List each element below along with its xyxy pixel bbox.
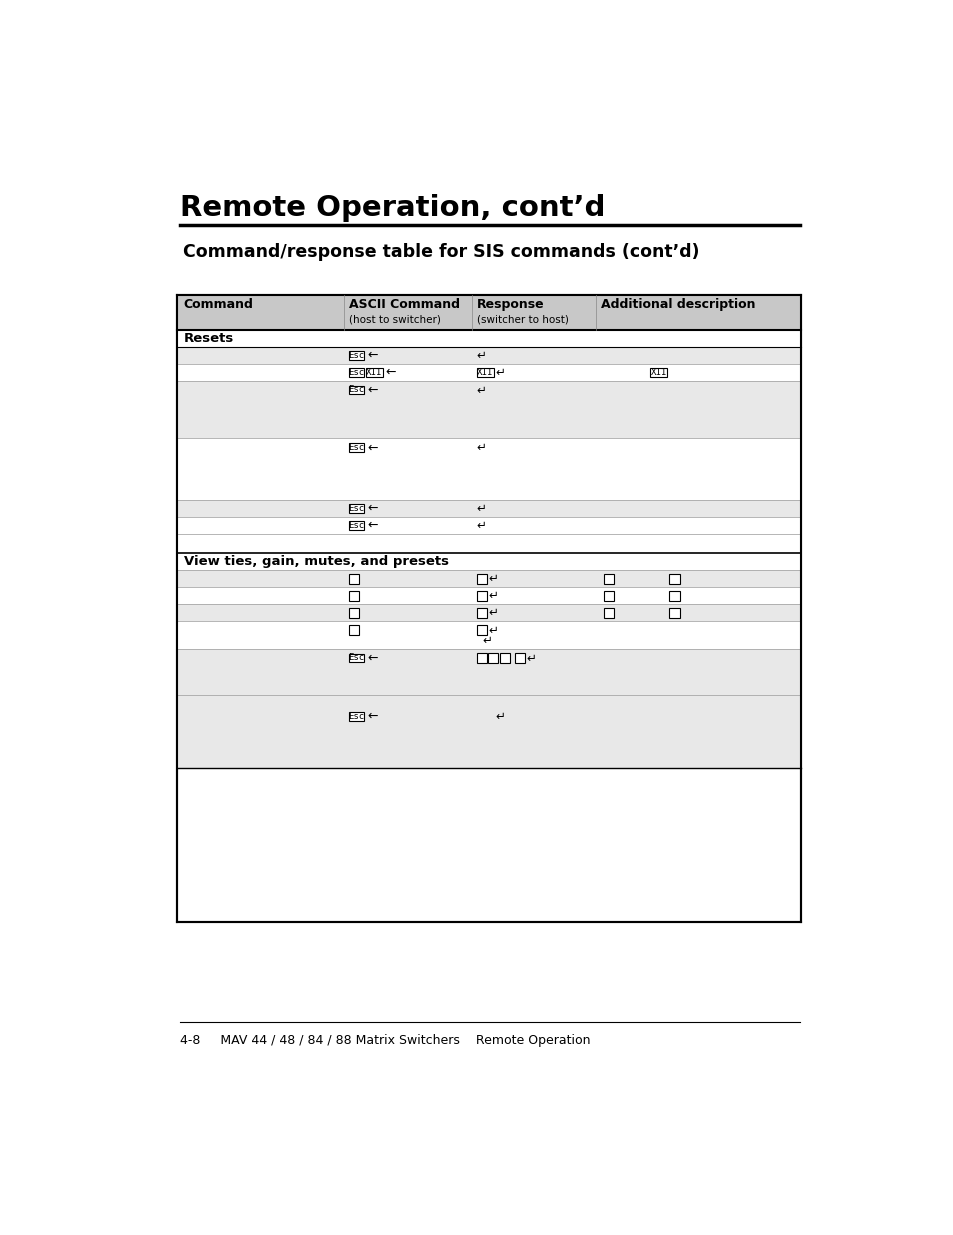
Text: ←: ←: [367, 503, 377, 515]
Text: ↵: ↵: [495, 366, 504, 379]
Bar: [177, 438, 801, 500]
Bar: [499, 653, 509, 663]
FancyBboxPatch shape: [348, 713, 364, 721]
Bar: [476, 590, 486, 600]
FancyBboxPatch shape: [348, 385, 364, 394]
FancyBboxPatch shape: [348, 368, 364, 377]
Text: Esc: Esc: [348, 711, 364, 721]
Text: ←: ←: [367, 348, 377, 362]
Bar: [177, 534, 801, 553]
Bar: [177, 553, 801, 571]
Bar: [476, 625, 486, 635]
Text: ↵: ↵: [476, 384, 486, 396]
Bar: [488, 653, 497, 663]
Bar: [515, 653, 525, 663]
Bar: [603, 573, 613, 584]
Text: X11: X11: [476, 368, 493, 377]
Bar: [669, 608, 679, 618]
Text: ASCII Command: ASCII Command: [348, 298, 459, 311]
Bar: [177, 648, 801, 695]
Bar: [177, 621, 801, 648]
Bar: [177, 294, 801, 330]
Bar: [476, 573, 486, 584]
Text: (host to switcher): (host to switcher): [348, 314, 440, 325]
Text: 4-8     MAV 44 / 48 / 84 / 88 Matrix Switchers    Remote Operation: 4-8 MAV 44 / 48 / 84 / 88 Matrix Switche…: [179, 1034, 590, 1047]
Text: Resets: Resets: [183, 332, 233, 345]
Text: Command/response table for SIS commands (cont’d): Command/response table for SIS commands …: [183, 243, 699, 261]
Text: Response: Response: [476, 298, 543, 311]
Bar: [177, 695, 801, 768]
Text: ↵: ↵: [488, 572, 497, 585]
Text: Esc: Esc: [348, 385, 364, 394]
Bar: [348, 590, 358, 600]
Bar: [177, 347, 801, 364]
Text: Esc: Esc: [348, 368, 364, 377]
Text: Esc: Esc: [348, 351, 364, 359]
Bar: [177, 330, 801, 347]
Text: Remote Operation, cont’d: Remote Operation, cont’d: [179, 194, 604, 222]
Text: ↵: ↵: [526, 651, 537, 664]
FancyBboxPatch shape: [348, 351, 364, 359]
FancyBboxPatch shape: [348, 504, 364, 513]
Text: ←: ←: [385, 366, 395, 379]
Text: ↵: ↵: [488, 606, 497, 619]
Bar: [177, 571, 801, 587]
Bar: [177, 294, 801, 923]
Text: Esc: Esc: [348, 521, 364, 530]
FancyBboxPatch shape: [348, 653, 364, 662]
Text: ↵: ↵: [476, 441, 486, 454]
Text: ↵: ↵: [488, 589, 497, 603]
Bar: [177, 500, 801, 517]
FancyBboxPatch shape: [476, 368, 493, 377]
Text: ←: ←: [367, 710, 377, 722]
Text: ←: ←: [367, 651, 377, 664]
Bar: [177, 517, 801, 534]
Bar: [177, 380, 801, 438]
Text: Esc: Esc: [348, 443, 364, 452]
Bar: [177, 587, 801, 604]
Text: ←: ←: [367, 384, 377, 396]
FancyBboxPatch shape: [649, 368, 666, 377]
Text: X11: X11: [650, 368, 666, 377]
Text: View ties, gain, mutes, and presets: View ties, gain, mutes, and presets: [183, 556, 448, 568]
Bar: [603, 590, 613, 600]
Text: ↵: ↵: [495, 710, 504, 722]
Text: ←: ←: [367, 441, 377, 454]
Text: ↵: ↵: [476, 503, 486, 515]
Bar: [348, 625, 358, 635]
Bar: [348, 573, 358, 584]
Bar: [669, 573, 679, 584]
Bar: [476, 608, 486, 618]
Text: (switcher to host): (switcher to host): [476, 314, 568, 325]
Text: ←: ←: [367, 519, 377, 532]
Text: ↵: ↵: [488, 624, 497, 637]
Text: ↵: ↵: [482, 634, 492, 647]
Text: ↵: ↵: [476, 348, 486, 362]
Bar: [177, 364, 801, 380]
FancyBboxPatch shape: [348, 521, 364, 530]
Bar: [177, 604, 801, 621]
Bar: [669, 590, 679, 600]
Text: Additional description: Additional description: [599, 298, 754, 311]
Text: Command: Command: [183, 298, 253, 311]
Text: X11: X11: [366, 368, 382, 377]
Bar: [603, 608, 613, 618]
Text: ↵: ↵: [476, 519, 486, 532]
Bar: [476, 653, 486, 663]
FancyBboxPatch shape: [365, 368, 382, 377]
Bar: [348, 608, 358, 618]
Text: Esc: Esc: [348, 653, 364, 662]
FancyBboxPatch shape: [348, 443, 364, 452]
Text: Esc: Esc: [348, 504, 364, 513]
